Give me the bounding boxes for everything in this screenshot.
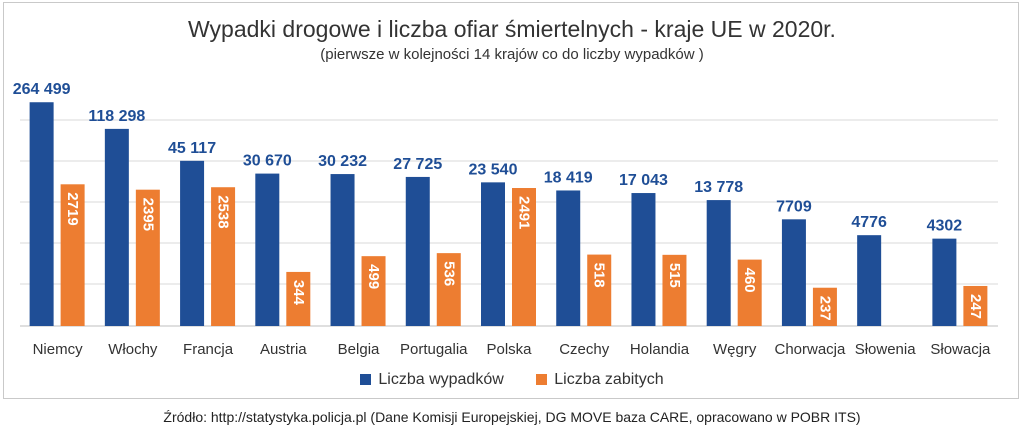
category-label: Francja	[183, 341, 234, 358]
source-note: Źródło: http://statystyka.policja.pl (Da…	[163, 409, 861, 425]
legend-item-fatalities: Liczba zabitych	[536, 371, 664, 389]
chart-frame	[3, 2, 1019, 399]
legend-label-accidents: Liczba wypadków	[378, 371, 504, 388]
bar-accidents	[405, 176, 430, 326]
bar-accidents	[706, 200, 731, 326]
legend-swatch-fatalities	[536, 374, 548, 385]
bars	[29, 102, 988, 326]
category-label: Węgry	[713, 341, 757, 358]
data-label-accidents: 118 298	[88, 108, 145, 125]
data-label-accidents: 18 419	[544, 169, 593, 186]
bar-accidents	[255, 173, 280, 326]
data-label-accidents: 4302	[927, 218, 963, 235]
bar-fatalities	[60, 184, 85, 326]
data-label-accidents: 264 499	[13, 81, 71, 98]
bar-accidents	[180, 160, 205, 326]
bar-accidents	[330, 174, 355, 326]
category-label: Chorwacja	[774, 341, 846, 358]
chart-subtitle: (pierwsze w kolejności 14 krajów co do l…	[320, 46, 704, 63]
data-label-fatalities: 515	[666, 263, 683, 288]
data-label-fatalities: 344	[290, 280, 307, 306]
category-label: Austria	[260, 341, 307, 358]
legend: Liczba wypadków Liczba zabitych	[0, 371, 1024, 389]
category-label: Polska	[486, 341, 532, 358]
bar-accidents	[104, 128, 129, 326]
category-label: Słowenia	[855, 341, 917, 358]
data-labels: 264 499 2719 118 298 2395 45 117 2538 30 670 34…	[13, 81, 984, 350]
data-label-accidents: 13 778	[694, 179, 743, 196]
data-label-fatalities: 247	[967, 294, 984, 319]
bar-accidents	[481, 182, 505, 326]
bar-fatalities	[361, 256, 386, 326]
category-label: Słowacja	[930, 341, 991, 358]
bar-accidents	[556, 190, 581, 326]
bar-fatalities	[135, 189, 160, 326]
bar-fatalities	[812, 287, 837, 326]
bar-fatalities	[587, 254, 612, 326]
data-label-fatalities: 2491	[516, 196, 533, 229]
category-label: Belgia	[338, 341, 380, 358]
data-label-accidents: 45 117	[168, 140, 216, 157]
category-label: Holandia	[630, 341, 690, 358]
data-label-accidents: 27 725	[393, 156, 442, 173]
bar-accidents	[29, 102, 54, 326]
category-label: Czechy	[559, 341, 610, 358]
legend-label-fatalities: Liczba zabitych	[554, 371, 664, 388]
data-label-fatalities: 2538	[215, 195, 232, 228]
category-label: Niemcy	[33, 341, 84, 358]
data-label-fatalities: 80	[892, 334, 909, 351]
data-label-fatalities: 460	[741, 268, 758, 293]
data-label-accidents: 4776	[851, 214, 887, 231]
data-label-fatalities: 237	[816, 296, 833, 321]
data-label-fatalities: 2719	[64, 192, 81, 225]
bar-fatalities	[737, 259, 762, 326]
bar-accidents	[857, 235, 882, 326]
legend-item-accidents: Liczba wypadków	[360, 371, 504, 389]
category-label: Portugalia	[400, 341, 468, 358]
bar-fatalities	[211, 187, 236, 326]
data-label-accidents: 7709	[776, 198, 812, 215]
data-label-accidents: 30 670	[243, 153, 292, 170]
bar-fatalities	[662, 254, 687, 326]
data-label-accidents: 30 232	[318, 153, 367, 170]
category-labels: Niemcy Włochy Francja Austria Belgia Portugal…	[33, 341, 991, 358]
data-label-fatalities: 2395	[139, 198, 156, 231]
category-label: Włochy	[108, 341, 158, 358]
bar-accidents	[932, 238, 957, 326]
data-label-fatalities: 536	[440, 261, 457, 286]
data-label-fatalities: 499	[365, 264, 382, 289]
bar-accidents	[631, 193, 656, 326]
bar-accidents	[781, 219, 806, 326]
data-label-accidents: 23 540	[469, 161, 518, 178]
bar-fatalities	[286, 271, 311, 326]
bar-fatalities	[512, 188, 536, 326]
bar-fatalities	[436, 253, 461, 326]
bar-fatalities	[963, 285, 988, 326]
legend-swatch-accidents	[360, 374, 372, 385]
chart-plot: 264 499 2719 118 298 2395 45 117 2538 30 670 34…	[13, 81, 998, 358]
data-label-accidents: 17 043	[619, 172, 668, 189]
data-label-fatalities: 518	[591, 263, 608, 288]
chart-title: Wypadki drogowe i liczba ofiar śmierteln…	[188, 16, 836, 42]
